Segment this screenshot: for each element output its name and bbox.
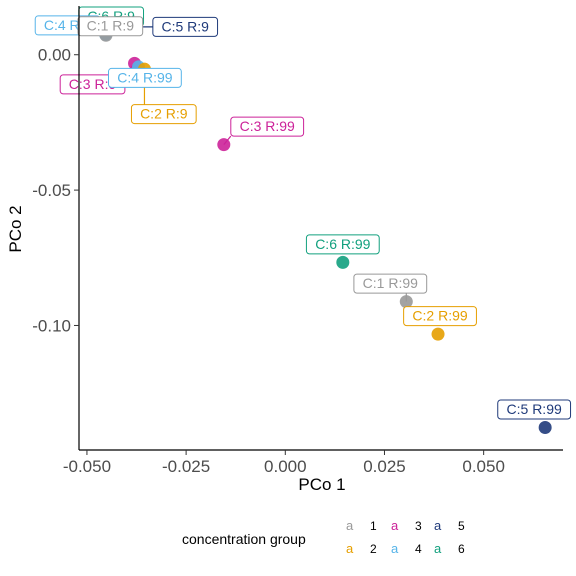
point-label-box (130, 104, 197, 125)
legend-label: 5 (458, 519, 465, 533)
legend-label: 1 (370, 519, 377, 533)
x-axis-title: PCo 1 (298, 475, 345, 494)
data-point (431, 327, 445, 341)
data-point (217, 138, 231, 152)
legend-key: a (391, 541, 399, 556)
data-point (399, 295, 413, 309)
point-label: C:2 R:9 (130, 104, 197, 125)
legend-label: 6 (458, 542, 465, 556)
legend-label: 4 (415, 542, 422, 556)
point-label: C:5 R:9 (152, 16, 219, 37)
point-label-box (230, 116, 305, 137)
data-point (538, 421, 552, 435)
point-label-box (77, 16, 144, 37)
x-tick-label: 0.050 (462, 457, 505, 476)
point-label-box (497, 399, 572, 420)
point-label-box (403, 306, 477, 327)
plot-marks: C:5 R:9C:6 R:9C:4 R:9C:1 R:9C:3 R:9 C:4 R… (34, 6, 572, 435)
legend-key: a (434, 541, 442, 556)
point-label-text: C:5 R:9 (161, 18, 209, 34)
point-label-text: C:1 R:9 (87, 18, 135, 34)
point-label-text: C:2 R:99 (412, 308, 467, 324)
legend-label: 3 (415, 519, 422, 533)
point-label-text: C:3 R:99 (240, 118, 295, 134)
point-label-text: C:1 R:99 (363, 275, 418, 291)
point-label: C:3 R:99 (230, 116, 305, 137)
legend-title: concentration group (182, 531, 306, 547)
x-tick-label: -0.025 (162, 457, 210, 476)
y-tick-label: -0.05 (32, 181, 71, 200)
point-label: C:5 R:99 (497, 399, 572, 420)
point-label-text: C:6 R:99 (315, 236, 370, 252)
x-tick-label: 0.000 (264, 457, 307, 476)
point-label-box (305, 234, 380, 255)
y-tick-label: -0.10 (32, 316, 71, 335)
point-label: C:6 R:99 (305, 234, 380, 255)
point-label-text: C:3 R:9 (69, 76, 117, 92)
legend-label: 2 (370, 542, 377, 556)
x-tick-label: 0.025 (363, 457, 406, 476)
legend-key: a (434, 518, 442, 533)
x-tick-label: -0.050 (63, 457, 111, 476)
point-label-box (108, 67, 182, 88)
point-label: C:4 R:99 (108, 67, 182, 88)
legend-key: a (346, 541, 354, 556)
point-label-text: C:2 R:9 (140, 106, 188, 122)
point-label-text: C:4 R:99 (117, 69, 172, 85)
y-tick-label: 0.00 (38, 46, 71, 65)
data-point (336, 255, 350, 269)
point-label-box (353, 273, 428, 294)
legend-key: a (346, 518, 354, 533)
y-axis-title: PCo 2 (6, 205, 25, 252)
point-label-box (152, 16, 219, 37)
point-label: C:1 R:9 (77, 16, 144, 37)
legend-key: a (391, 518, 399, 533)
axes: -0.050 -0.025 0.000 0.025 0.050 0.00 -0.05 -0.1… (32, 6, 563, 476)
point-label: C:2 R:99 (403, 306, 477, 327)
point-label: C:1 R:99 (353, 273, 428, 294)
legend: concentration group a 1a 2a 3a 4a 5a 6 (182, 518, 465, 556)
point-label-text: C:5 R:99 (507, 401, 562, 417)
